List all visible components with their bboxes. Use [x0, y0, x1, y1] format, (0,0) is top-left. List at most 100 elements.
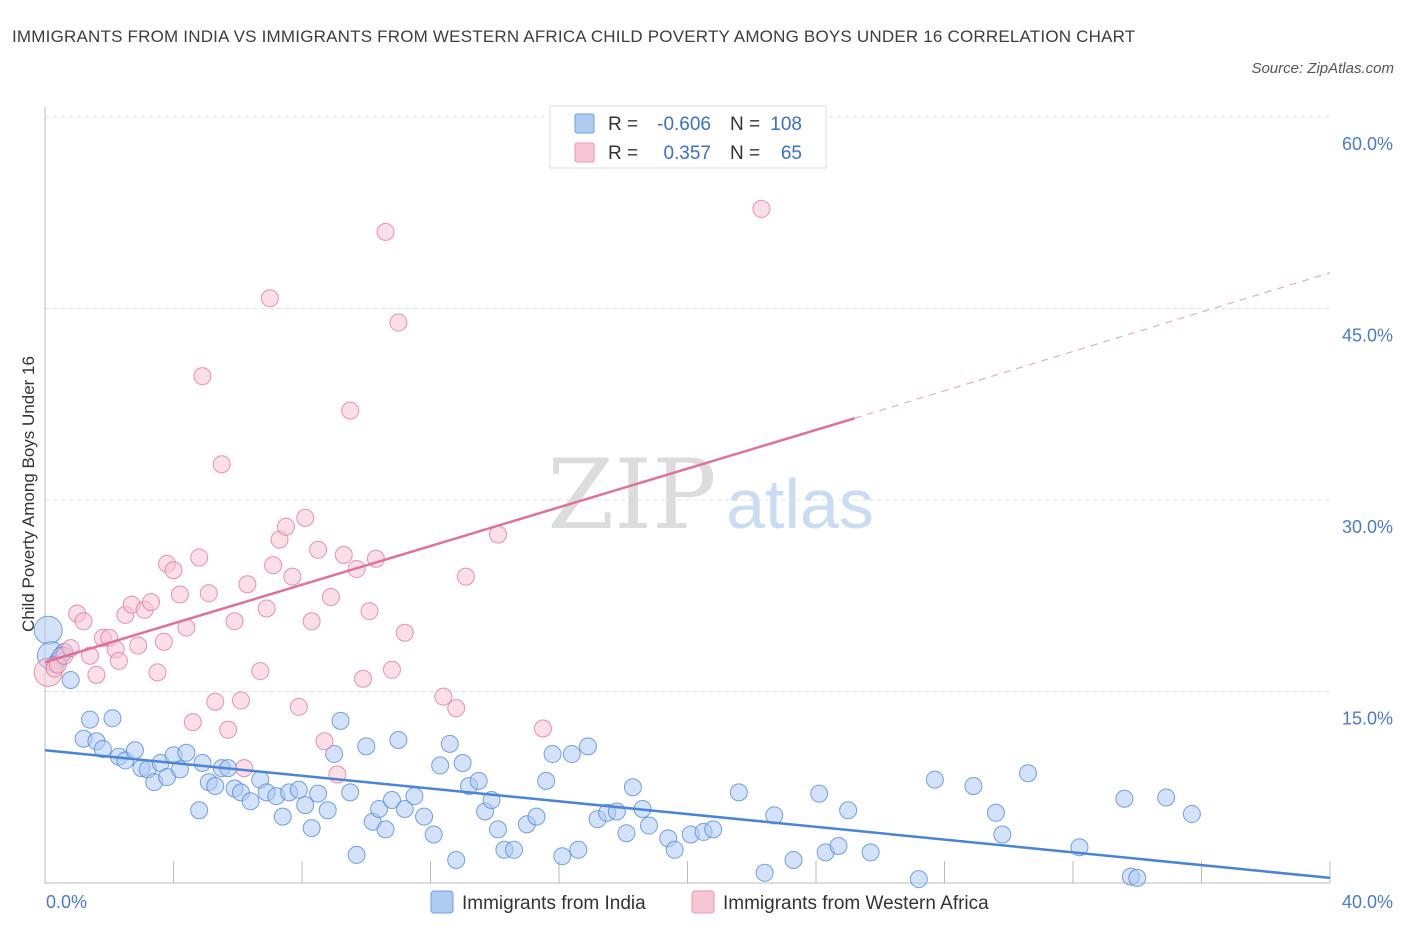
western-africa-point-25 — [190, 548, 209, 567]
western-africa-point-40 — [296, 508, 315, 527]
western-africa-point-24 — [183, 713, 202, 732]
india-point-93 — [861, 843, 880, 862]
india-point-48 — [382, 791, 401, 810]
india-point-53 — [424, 825, 443, 844]
legend-swatch-india — [574, 113, 595, 134]
india-point-47 — [376, 820, 395, 839]
india-point-92 — [839, 801, 858, 820]
trend-lines — [44, 272, 1331, 880]
y-tick-label-0: 15.0% — [1342, 709, 1393, 729]
western-africa-point-55 — [395, 623, 414, 642]
india-point-94 — [909, 870, 928, 889]
western-africa-point-15 — [129, 636, 148, 655]
india-point-79 — [639, 816, 658, 835]
western-africa-point-17 — [142, 593, 161, 612]
western-africa-point-64 — [235, 759, 254, 778]
western-africa-point-29 — [219, 720, 238, 739]
x-tick-label-0: 0.0% — [46, 892, 87, 912]
western-africa-point-57 — [447, 699, 466, 718]
watermark: ZIP atlas — [547, 439, 874, 551]
india-point-86 — [755, 863, 774, 882]
western-africa-point-12 — [109, 651, 128, 670]
y-axis-label: Child Poverty Among Boys Under 16 — [19, 356, 38, 632]
india-point-54 — [431, 756, 450, 775]
india-point-20 — [177, 743, 196, 762]
legend-r-label-india: R = — [608, 114, 638, 135]
western-africa-point-21 — [164, 561, 183, 580]
western-africa-point-60 — [533, 719, 552, 738]
western-africa-point-38 — [283, 567, 302, 586]
x-tick-label-1: 40.0% — [1342, 892, 1393, 912]
legend-r-value-western-africa: 0.357 — [663, 143, 711, 164]
india-point-89 — [810, 784, 829, 803]
india-point-59 — [469, 771, 488, 790]
india-point-42 — [341, 783, 360, 802]
india-point-8 — [93, 739, 112, 758]
x-tick-labels: 0.0% 40.0% — [46, 892, 1393, 912]
western-africa-point-18 — [148, 663, 167, 682]
western-africa-point-22 — [170, 585, 189, 604]
india-point-68 — [543, 745, 562, 764]
western-africa-point-27 — [206, 692, 225, 711]
western-africa-point-50 — [360, 602, 379, 621]
western-africa-point-33 — [251, 662, 270, 681]
india-point-95 — [925, 770, 944, 789]
western-africa-point-41 — [302, 612, 321, 631]
india-point-99 — [1019, 764, 1038, 783]
axes — [44, 107, 1331, 884]
western-africa-point-58 — [456, 567, 475, 586]
india-point-70 — [562, 745, 581, 764]
western-africa-point-31 — [231, 691, 250, 710]
india-point-81 — [665, 840, 684, 859]
india-point-38 — [309, 784, 328, 803]
western-africa-point-61 — [752, 199, 771, 218]
western-africa-point-39 — [289, 697, 308, 716]
india-point-105 — [1182, 805, 1201, 824]
india-point-35 — [289, 780, 308, 799]
western-africa-point-42 — [309, 540, 328, 559]
india-point-71 — [569, 840, 588, 859]
india-point-104 — [1157, 788, 1176, 807]
western-africa-point-35 — [264, 556, 283, 575]
series-legend-label-western-africa: Immigrants from Western Africa — [723, 893, 989, 914]
india-point-77 — [623, 778, 642, 797]
western-africa-point-19 — [154, 632, 173, 651]
india-point-43 — [347, 845, 366, 864]
legend-n-value-india: 108 — [770, 114, 802, 135]
trend-line-western-africa — [44, 417, 855, 664]
series-india-points — [33, 615, 1201, 889]
india-point-98 — [993, 825, 1012, 844]
legend-n-value-western-africa: 65 — [781, 143, 802, 164]
legend-r-label-western-africa: R = — [608, 143, 638, 164]
western-africa-point-46 — [334, 545, 353, 564]
india-point-49 — [389, 731, 408, 750]
india-point-39 — [318, 801, 337, 820]
india-point-36 — [296, 796, 315, 815]
india-point-33 — [273, 807, 292, 826]
india-point-67 — [537, 771, 556, 790]
india-point-44 — [357, 737, 376, 756]
legend-n-label-india: N = — [730, 114, 760, 135]
western-africa-point-63 — [193, 367, 212, 386]
india-point-101 — [1115, 789, 1134, 808]
western-africa-point-28 — [212, 455, 231, 474]
western-africa-point-62 — [260, 289, 279, 308]
india-point-84 — [704, 820, 723, 839]
india-point-96 — [964, 776, 983, 795]
india-point-51 — [405, 787, 424, 806]
western-africa-point-6 — [74, 612, 93, 631]
india-point-29 — [241, 792, 260, 811]
india-point-76 — [617, 824, 636, 843]
india-point-21 — [190, 801, 209, 820]
india-point-24 — [206, 776, 225, 795]
india-point-4 — [61, 671, 80, 690]
legend-r-value-india: -0.606 — [657, 114, 711, 135]
india-point-57 — [453, 753, 472, 772]
series-legend-swatch-western-africa — [691, 890, 715, 914]
source-credit: Source: ZipAtlas.com — [1251, 60, 1394, 77]
india-point-56 — [447, 851, 466, 870]
india-point-40 — [325, 745, 344, 764]
y-tick-labels: 15.0% 30.0% 45.0% 60.0% — [1342, 134, 1393, 729]
india-point-103 — [1128, 868, 1147, 887]
